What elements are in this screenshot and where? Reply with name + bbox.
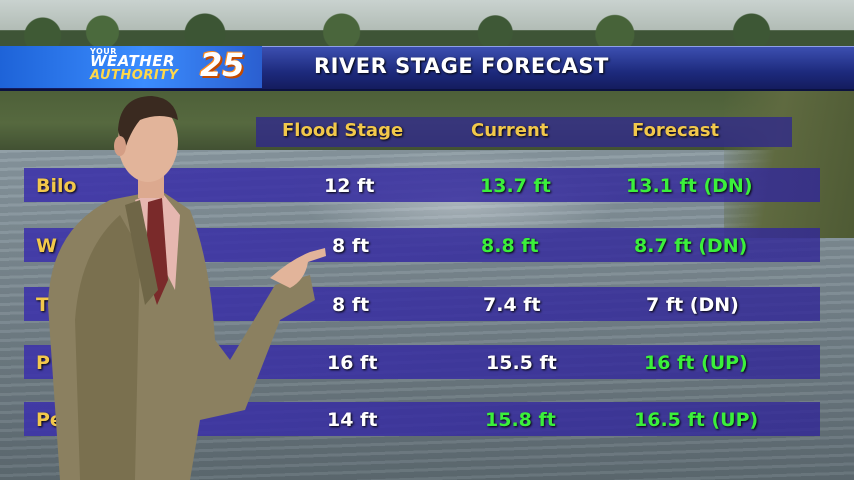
row-current: 15.8 ft — [485, 409, 556, 431]
row-location: W — [36, 235, 57, 257]
logo-authority-text: AUTHORITY — [90, 68, 179, 83]
row-current: 13.7 ft — [480, 175, 551, 197]
column-header-bar — [256, 117, 792, 147]
column-header-flood-stage: Flood Stage — [282, 120, 404, 141]
column-header-current: Current — [471, 120, 549, 141]
presenter-figure — [48, 96, 326, 480]
row-location: T — [36, 294, 49, 316]
logo-your-text: YOUR — [90, 47, 117, 56]
row-current: 7.4 ft — [483, 294, 541, 316]
row-forecast: 16.5 ft (UP) — [634, 409, 759, 431]
row-location: Bilo — [36, 175, 77, 197]
column-header-forecast: Forecast — [632, 120, 720, 141]
row-flood-stage: 8 ft — [332, 294, 370, 316]
row-forecast: 13.1 ft (DN) — [626, 175, 753, 197]
row-current: 8.8 ft — [481, 235, 539, 257]
row-flood-stage: 16 ft — [327, 352, 378, 374]
row-flood-stage: 8 ft — [332, 235, 370, 257]
row-forecast: 8.7 ft (DN) — [634, 235, 748, 257]
row-location: P — [36, 352, 50, 374]
row-flood-stage: 12 ft — [324, 175, 375, 197]
logo-channel-number: 25 — [200, 46, 245, 84]
tree-line — [0, 8, 854, 48]
station-logo — [0, 46, 262, 88]
logo-weather-text: WEATHER — [90, 52, 176, 70]
graphic-title: RIVER STAGE FORECAST — [314, 54, 609, 78]
row-forecast: 7 ft (DN) — [646, 294, 739, 316]
row-current: 15.5 ft — [486, 352, 557, 374]
row-flood-stage: 14 ft — [327, 409, 378, 431]
marsh-grass-right — [724, 88, 854, 238]
row-forecast: 16 ft (UP) — [644, 352, 748, 374]
